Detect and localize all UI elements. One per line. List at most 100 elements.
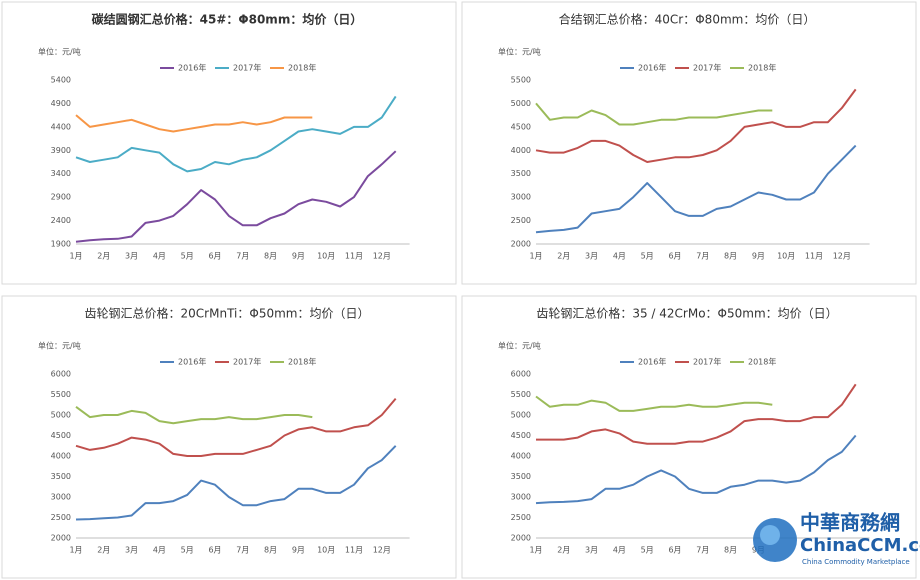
x-tick-label: 12月 (373, 252, 391, 261)
x-tick-label: 3月 (125, 546, 138, 555)
panel (461, 295, 917, 579)
legend-label: 2018年 (288, 357, 316, 367)
x-tick-label: 2月 (97, 252, 110, 261)
y-tick-label: 4000 (511, 146, 531, 155)
y-tick-label: 1900 (51, 240, 71, 249)
x-tick-label: 9月 (752, 252, 765, 261)
x-tick-label: 5月 (641, 546, 654, 555)
x-tick-label: 6月 (208, 546, 221, 555)
x-tick-label: 1月 (529, 252, 542, 261)
y-tick-label: 2500 (51, 513, 71, 522)
logo-name: 中華商務網 (800, 511, 900, 535)
y-tick-label: 5000 (511, 99, 531, 108)
x-tick-label: 11月 (345, 546, 363, 555)
x-tick-label: 1月 (529, 546, 542, 555)
x-tick-label: 4月 (153, 252, 166, 261)
legend-label: 2018年 (288, 63, 316, 73)
y-tick-label: 2400 (51, 216, 71, 225)
legend-label: 2017年 (233, 63, 261, 73)
y-tick-label: 4900 (51, 99, 71, 108)
x-tick-label: 6月 (208, 252, 221, 261)
x-tick-label: 9月 (292, 546, 305, 555)
y-tick-label: 3500 (511, 472, 531, 481)
chart-title: 齿轮钢汇总价格：20CrMnTi：Φ50mm：均价（日） (85, 306, 370, 321)
x-tick-label: 7月 (696, 252, 709, 261)
x-tick-label: 9月 (292, 252, 305, 261)
x-tick-label: 12月 (373, 546, 391, 555)
panel (1, 1, 457, 285)
y-tick-label: 2000 (511, 240, 531, 249)
legend-label: 2018年 (748, 357, 776, 367)
y-tick-label: 3500 (511, 169, 531, 178)
panel (1, 295, 457, 579)
y-tick-label: 5000 (51, 411, 71, 420)
x-tick-label: 4月 (613, 546, 626, 555)
x-tick-label: 10月 (317, 252, 335, 261)
y-tick-label: 2000 (511, 534, 531, 543)
x-tick-label: 7月 (696, 546, 709, 555)
x-tick-label: 5月 (641, 252, 654, 261)
y-tick-label: 5500 (511, 76, 531, 85)
y-tick-label: 3000 (511, 193, 531, 202)
y-tick-label: 3000 (511, 493, 531, 502)
x-tick-label: 2月 (557, 252, 570, 261)
x-tick-label: 2月 (97, 546, 110, 555)
x-tick-label: 8月 (724, 546, 737, 555)
x-tick-label: 7月 (236, 252, 249, 261)
x-tick-label: 11月 (805, 252, 823, 261)
y-tick-label: 6000 (51, 370, 71, 379)
x-tick-label: 8月 (264, 252, 277, 261)
x-tick-label: 8月 (264, 546, 277, 555)
legend-label: 2016年 (638, 63, 666, 73)
x-tick-label: 11月 (345, 252, 363, 261)
x-tick-label: 10月 (317, 546, 335, 555)
y-tick-label: 4500 (511, 122, 531, 131)
x-tick-label: 7月 (236, 546, 249, 555)
series-line (536, 383, 857, 445)
series-line (75, 397, 397, 457)
series-line (535, 102, 773, 126)
legend-label: 2017年 (693, 63, 721, 73)
y-tick-label: 3900 (51, 146, 71, 155)
y-tick-label: 4000 (511, 452, 531, 461)
y-tick-label: 4500 (511, 431, 531, 440)
y-tick-label: 3400 (51, 169, 71, 178)
logo-globe-inner (760, 525, 780, 545)
series-line (535, 395, 773, 412)
x-tick-label: 5月 (181, 252, 194, 261)
legend-label: 2018年 (748, 63, 776, 73)
unit-label: 单位：元/吨 (498, 47, 541, 57)
legend-label: 2017年 (693, 357, 721, 367)
chart-title: 碳结圆钢汇总价格：45#：Φ80mm：均价（日） (92, 12, 363, 27)
x-tick-label: 2月 (557, 546, 570, 555)
unit-label: 单位：元/吨 (38, 341, 81, 351)
x-tick-label: 8月 (724, 252, 737, 261)
y-tick-label: 4000 (51, 452, 71, 461)
legend-label: 2017年 (233, 357, 261, 367)
x-tick-label: 5月 (181, 546, 194, 555)
y-tick-label: 2500 (511, 216, 531, 225)
y-tick-label: 3500 (51, 472, 71, 481)
x-tick-label: 10月 (777, 252, 795, 261)
logo-site: ChinaCCM.com (800, 535, 920, 556)
y-tick-label: 5500 (51, 390, 71, 399)
series-line (535, 144, 857, 234)
x-tick-label: 4月 (613, 252, 626, 261)
y-tick-label: 5000 (511, 411, 531, 420)
x-tick-label: 1月 (69, 546, 82, 555)
x-tick-label: 3月 (585, 252, 598, 261)
legend-label: 2016年 (178, 63, 206, 73)
chart-title: 齿轮钢汇总价格：35 / 42CrMo：Φ50mm：均价（日） (536, 306, 837, 321)
x-tick-label: 12月 (833, 252, 851, 261)
unit-label: 单位：元/吨 (498, 341, 541, 351)
series-line (75, 150, 397, 243)
logo-tagline: China Commodity Marketplace (802, 558, 910, 566)
series-line (75, 445, 397, 521)
series-line (75, 405, 313, 425)
y-tick-label: 2900 (51, 193, 71, 202)
x-tick-label: 6月 (668, 546, 681, 555)
y-tick-label: 3000 (51, 493, 71, 502)
